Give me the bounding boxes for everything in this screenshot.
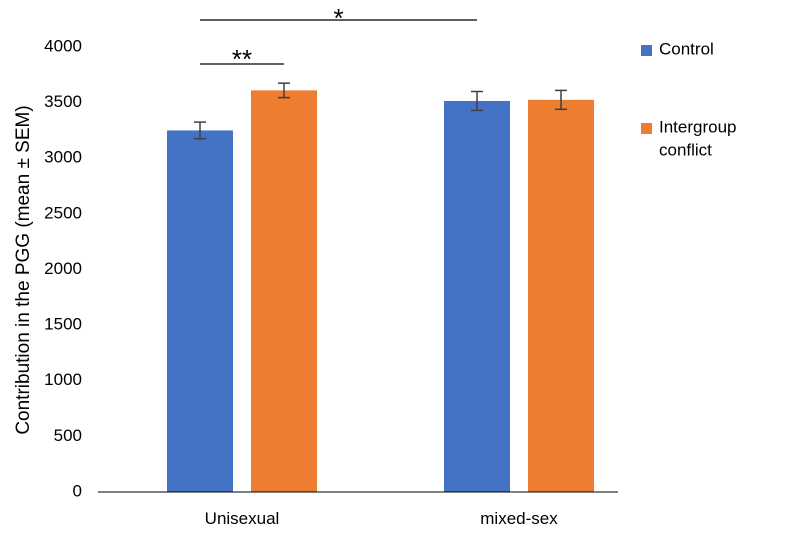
y-axis: 0 500 1000 1500 2000 2500 3000 3500 4000 [44,36,82,500]
x-tick-label: mixed-sex [480,509,558,528]
significance-marker: ** [232,44,252,74]
x-tick-label: Unisexual [205,509,280,528]
legend-label: Intergroup [659,117,737,136]
bar-1-0 [444,100,510,493]
bars [167,82,594,493]
y-tick-label: 1500 [44,315,82,334]
legend-label: conflict [659,140,712,159]
y-tick-label: 1000 [44,370,82,389]
bar-0-0 [167,130,233,492]
y-tick-label: 2500 [44,203,82,222]
significance-annotations: *** [200,3,477,74]
x-axis: Unisexual mixed-sex [98,491,618,528]
y-tick-label: 0 [73,481,82,500]
y-axis-label: Contribution in the PGG (mean ± SEM) [13,105,34,434]
y-tick-label: 3000 [44,148,82,167]
significance-marker: * [333,3,343,33]
legend-swatch [641,45,652,56]
legend-swatch [641,123,652,134]
y-tick-label: 500 [54,426,82,445]
y-tick-label: 2000 [44,259,82,278]
y-tick-label: 4000 [44,36,82,55]
legend: Control Intergroup conflict [641,39,737,159]
bar-0-1 [251,90,317,492]
legend-label: Control [659,39,714,58]
bar-1-1 [528,99,594,492]
y-tick-label: 3500 [44,92,82,111]
